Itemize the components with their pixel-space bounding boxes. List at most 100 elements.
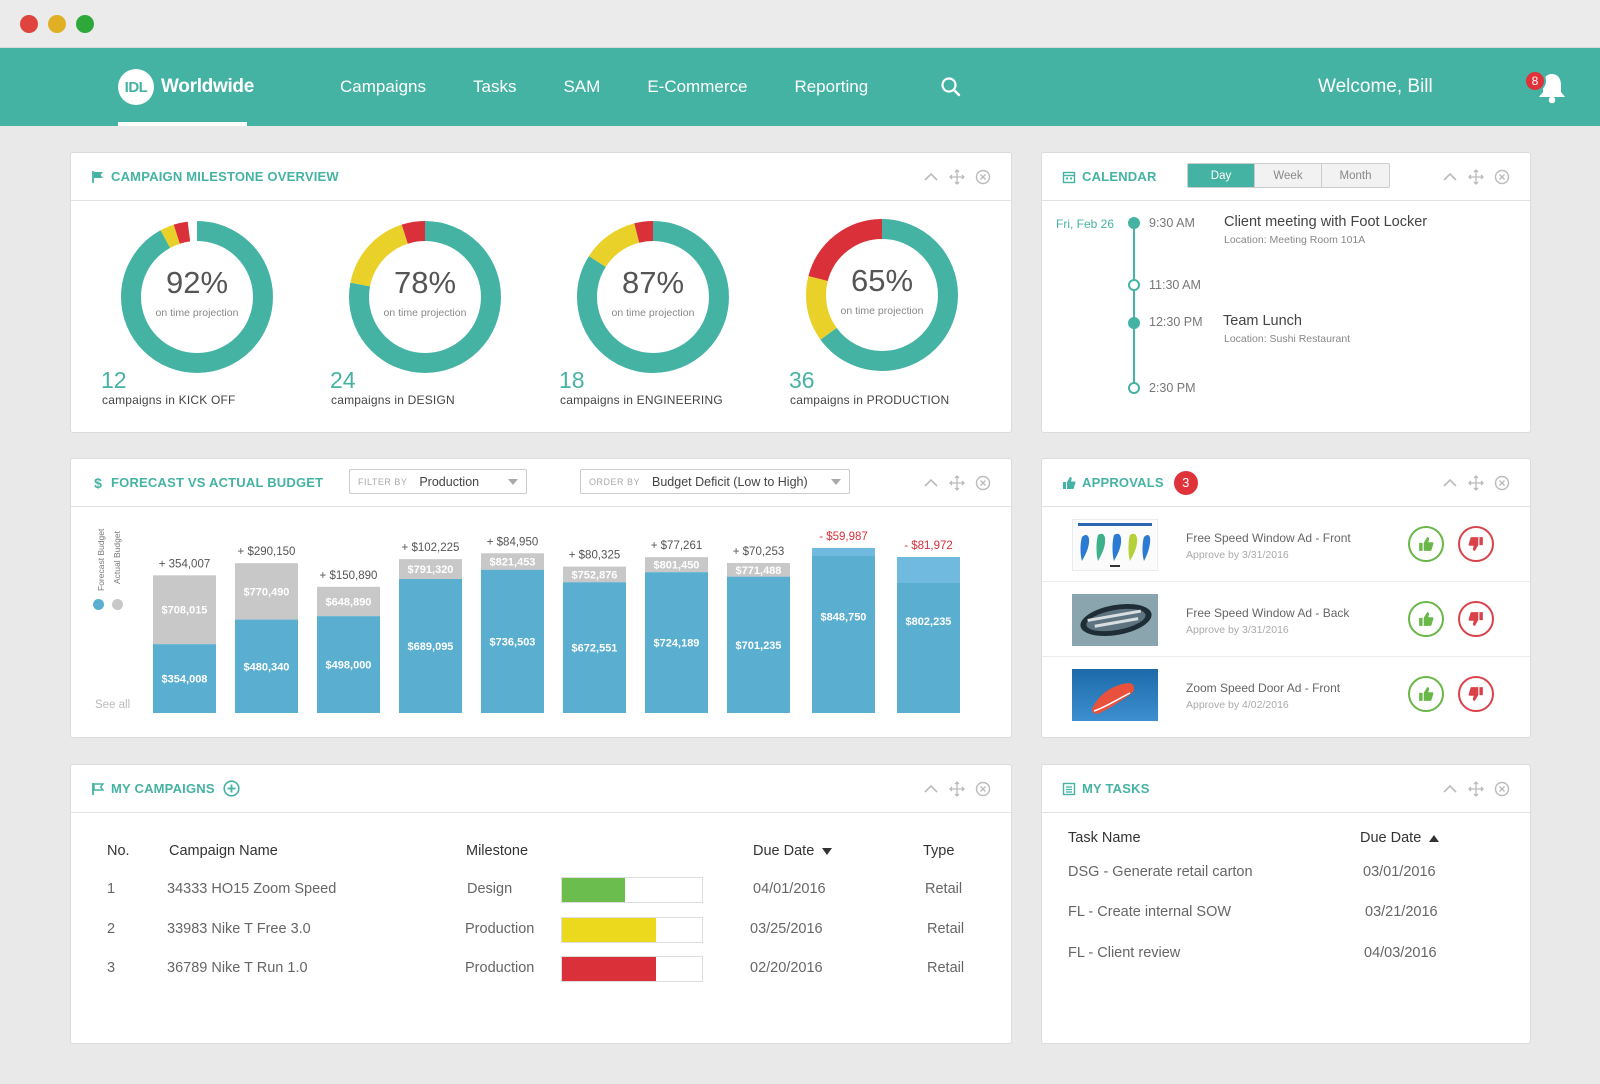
actual-bar[interactable] xyxy=(563,582,626,713)
forecast-bar[interactable] xyxy=(399,559,462,580)
cell-due-date: 04/01/2016 xyxy=(753,881,826,897)
window-close-button[interactable] xyxy=(20,15,38,33)
actual-bar[interactable] xyxy=(317,616,380,713)
approve-button[interactable] xyxy=(1408,676,1444,712)
view-week-button[interactable]: Week xyxy=(1255,164,1322,187)
thumbs-down-icon xyxy=(1468,537,1483,551)
view-month-button[interactable]: Month xyxy=(1322,164,1389,187)
forecast-bar[interactable] xyxy=(235,563,298,620)
col-header-milestone[interactable]: Milestone xyxy=(466,843,529,859)
calendar-view-toggle: Day Week Month xyxy=(1187,163,1390,188)
close-icon[interactable] xyxy=(975,781,991,797)
col-header-type[interactable]: Type xyxy=(923,843,955,859)
see-all-link[interactable]: See all xyxy=(95,699,131,711)
close-icon[interactable] xyxy=(1494,781,1510,797)
panel-controls xyxy=(923,475,991,491)
approve-button[interactable] xyxy=(1408,526,1444,562)
collapse-icon[interactable] xyxy=(923,475,939,491)
calendar-event[interactable]: Team Lunch xyxy=(1223,313,1302,329)
deficit-overrun xyxy=(812,547,875,556)
close-icon[interactable] xyxy=(975,169,991,185)
panel-header: CAMPAIGN MILESTONE OVERVIEW xyxy=(71,153,1011,201)
nav-link-ecommerce[interactable]: E-Commerce xyxy=(647,77,748,96)
panel-header: $ FORECAST VS ACTUAL BUDGET FILTER BY Pr… xyxy=(71,459,1011,507)
task-name[interactable]: DSG - Generate retail carton xyxy=(1068,864,1253,880)
cell-campaign-name[interactable]: 34333 HO15 Zoom Speed xyxy=(167,881,337,897)
forecast-bar[interactable] xyxy=(317,586,380,617)
task-name[interactable]: FL - Create internal SOW xyxy=(1068,904,1232,920)
reject-button[interactable] xyxy=(1458,601,1494,637)
col-header-no: No. xyxy=(107,843,130,859)
reject-button[interactable] xyxy=(1458,526,1494,562)
nav-link-tasks[interactable]: Tasks xyxy=(473,77,517,96)
surplus-label: + $77,261 xyxy=(651,540,702,552)
due-date-header-label: Due Date xyxy=(753,843,815,859)
add-campaign-icon[interactable] xyxy=(223,780,240,797)
view-day-button[interactable]: Day xyxy=(1188,164,1255,187)
forecast-bar[interactable] xyxy=(481,553,544,570)
donut-caption: on time projection xyxy=(383,307,467,319)
actual-bar[interactable] xyxy=(812,547,875,713)
collapse-icon[interactable] xyxy=(1442,781,1458,797)
logo-mark: IDL xyxy=(118,69,154,105)
approval-item[interactable]: Free Speed Window Ad - Back Approve by 3… xyxy=(1042,582,1530,657)
approval-item[interactable]: Free Speed Window Ad - Front Approve by … xyxy=(1042,507,1530,582)
move-icon[interactable] xyxy=(949,169,965,185)
task-name[interactable]: FL - Client review xyxy=(1068,945,1181,961)
collapse-icon[interactable] xyxy=(1442,475,1458,491)
forecast-bar[interactable] xyxy=(563,566,626,583)
filter-by-dropdown[interactable]: FILTER BY Production xyxy=(349,469,527,494)
approval-item[interactable]: Zoom Speed Door Ad - Front Approve by 4/… xyxy=(1042,657,1530,732)
nav-link-campaigns[interactable]: Campaigns xyxy=(340,77,426,96)
top-navigation: IDL Worldwide Campaigns Tasks SAM E-Comm… xyxy=(0,48,1600,126)
col-header-due-date[interactable]: Due Date xyxy=(753,843,833,859)
approve-button[interactable] xyxy=(1408,601,1444,637)
actual-bar-label: $498,000 xyxy=(326,660,372,672)
close-icon[interactable] xyxy=(975,475,991,491)
cell-campaign-name[interactable]: 33983 Nike T Free 3.0 xyxy=(167,921,311,937)
move-icon[interactable] xyxy=(1468,475,1484,491)
forecast-bar[interactable] xyxy=(153,575,216,645)
search-icon[interactable] xyxy=(940,76,962,98)
nav-link-reporting[interactable]: Reporting xyxy=(794,77,869,96)
move-icon[interactable] xyxy=(1468,169,1484,185)
donut-design: 78% on time projection xyxy=(345,217,505,377)
col-header-name[interactable]: Campaign Name xyxy=(169,843,278,859)
reject-button[interactable] xyxy=(1458,676,1494,712)
calendar-event[interactable]: Client meeting with Foot Locker xyxy=(1224,214,1428,230)
donut-caption: on time projection xyxy=(155,307,239,319)
forecast-bar[interactable] xyxy=(727,562,790,577)
surplus-label: + $150,890 xyxy=(320,570,378,582)
actual-bar[interactable] xyxy=(645,572,708,713)
actual-bar[interactable] xyxy=(235,619,298,713)
actual-bar[interactable] xyxy=(399,579,462,713)
col-header-due-date[interactable]: Due Date xyxy=(1360,830,1440,846)
actual-bar[interactable] xyxy=(481,569,544,713)
move-icon[interactable] xyxy=(949,781,965,797)
cell-campaign-name[interactable]: 36789 Nike T Run 1.0 xyxy=(167,960,308,976)
donut-caption: on time projection xyxy=(840,305,924,317)
forecast-bar[interactable] xyxy=(645,557,708,573)
close-icon[interactable] xyxy=(1494,475,1510,491)
event-location: Location: Sushi Restaurant xyxy=(1224,333,1351,345)
order-by-dropdown[interactable]: ORDER BY Budget Deficit (Low to High) xyxy=(580,469,850,494)
chevron-down-icon xyxy=(831,479,841,485)
close-icon[interactable] xyxy=(1494,169,1510,185)
col-header-task-name[interactable]: Task Name xyxy=(1068,830,1141,846)
deficit-overrun xyxy=(897,557,960,584)
window-maximize-button[interactable] xyxy=(76,15,94,33)
actual-bar[interactable] xyxy=(727,576,790,713)
calendar-date: Fri, Feb 26 xyxy=(1056,217,1115,231)
cell-type: Retail xyxy=(927,960,965,976)
logo[interactable]: IDL Worldwide xyxy=(118,67,254,107)
nav-link-sam[interactable]: SAM xyxy=(563,77,601,96)
collapse-icon[interactable] xyxy=(923,781,939,797)
move-icon[interactable] xyxy=(949,475,965,491)
window-minimize-button[interactable] xyxy=(48,15,66,33)
donut-percent: 78% xyxy=(393,265,457,300)
actual-bar[interactable] xyxy=(153,644,216,713)
approval-title: Zoom Speed Door Ad - Front xyxy=(1186,681,1341,695)
move-icon[interactable] xyxy=(1468,781,1484,797)
collapse-icon[interactable] xyxy=(923,169,939,185)
collapse-icon[interactable] xyxy=(1442,169,1458,185)
